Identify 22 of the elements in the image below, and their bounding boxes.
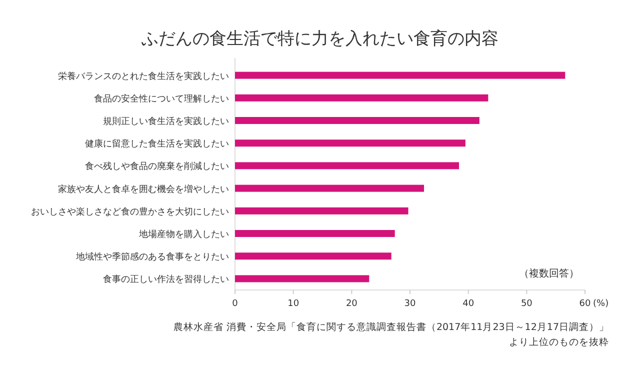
y-tick-label: 家族や友人と食卓を囲む機会を増やしたい: [58, 184, 229, 195]
y-tick-label: 地域性や季節感のある食事をとりたい: [75, 252, 229, 263]
x-tick-label: 60: [579, 299, 591, 309]
x-tick-label: 30: [404, 299, 416, 309]
x-tick-label: 20: [346, 299, 358, 309]
y-tick-label: 食事の正しい作法を習得したい: [103, 274, 229, 286]
text: より上位のものを抜粋: [509, 336, 609, 348]
y-tick-label: 健康に留意した食生活を実践したい: [85, 138, 229, 150]
x-tick-label: 40: [462, 299, 474, 309]
y-tick-label: おいしさや楽しさなど食の豊かさを大切にしたい: [31, 206, 229, 218]
title: ふだんの食生活で特に力を入れたい食育の内容: [142, 29, 498, 49]
annotation: （複数回答）: [519, 268, 579, 280]
y-tick-label: 食べ残しや食品の廃棄を削減したい: [85, 161, 229, 172]
x-axis-title: (%): [593, 299, 609, 309]
text: 農林水産省 消費・安全局「食育に関する意識調査報告書（2017年11月23日～12月17日調査）」: [173, 321, 609, 333]
x-tick-label: 10: [288, 299, 300, 309]
y-tick-label: 栄養バランスのとれた食生活を実践したい: [58, 70, 229, 82]
y-tick-label: 食品の安全性について理解したい: [94, 93, 229, 104]
y-tick-label: 地場産物を購入したい: [138, 229, 229, 240]
x-tick-label: 50: [520, 299, 533, 309]
y-tick-label: 規則正しい食生活を実践したい: [103, 116, 229, 127]
x-tick-label: 0: [232, 299, 238, 309]
